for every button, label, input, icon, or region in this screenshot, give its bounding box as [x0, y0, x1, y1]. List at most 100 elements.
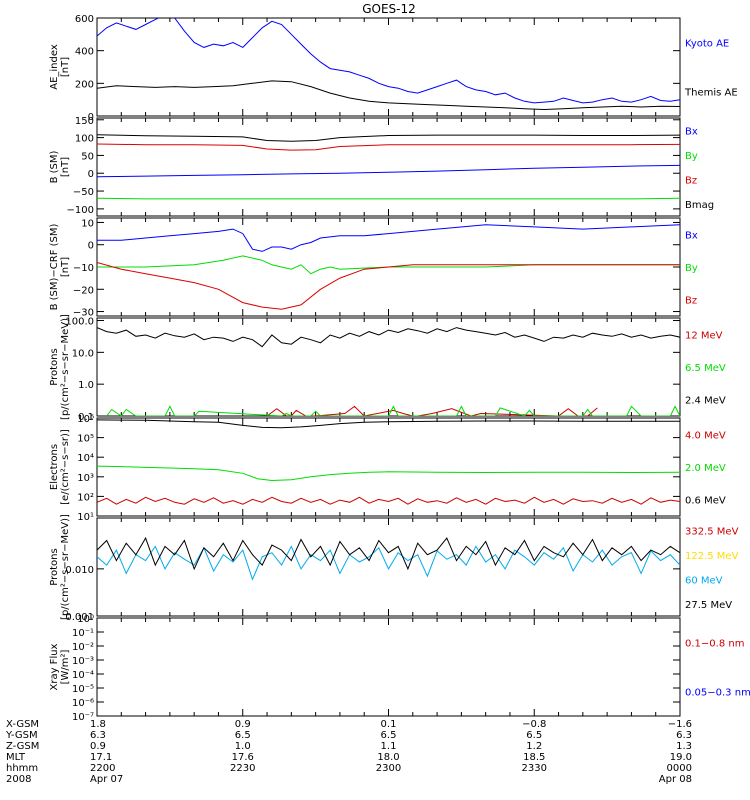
y-tick-label: 100	[75, 134, 94, 145]
chart-title: GOES-12	[362, 2, 416, 16]
y-axis-label: Protons	[49, 548, 60, 585]
legend-label: Bx	[685, 230, 698, 241]
y-tick-label: 0	[88, 241, 94, 252]
y-axis-label: AE_index	[49, 44, 60, 90]
ephemeris-value: −1.6	[668, 719, 692, 730]
series-line-Kyoto-AE	[97, 18, 680, 104]
ephemeris-row-label: hhmm	[6, 763, 38, 774]
y-tick-label: 0	[88, 112, 94, 123]
y-tick-label: −20	[73, 285, 94, 296]
legend-label: 0.6 MeV	[685, 496, 726, 507]
y-tick-label: 10	[81, 218, 94, 229]
series-line-6.5-MeV	[106, 405, 680, 416]
ephemeris-value: 6.5	[526, 730, 542, 741]
y-tick-label: 100.0	[65, 317, 94, 328]
panel-frame	[96, 617, 681, 717]
y-axis-label: Xray Flux	[49, 643, 60, 690]
ephemeris-table: X-GSMY-GSMZ-GSMMLThhmm20081.86.30.917.12…	[5, 719, 692, 785]
legend-label: By	[685, 151, 698, 162]
panel-2: −100 −50 0 50 100 150 B (SM) [nT] Bx By Bz Bmag	[49, 116, 714, 217]
y-tick-label: 10¹	[77, 512, 94, 523]
legend-label: 0.1−0.8 nm	[685, 639, 744, 650]
y-tick-label: 10⁵	[77, 434, 94, 445]
ephemeris-value: 2330	[522, 763, 547, 774]
ephemeris-value: −0.8	[522, 719, 546, 730]
legend-label: 332.5 MeV	[685, 526, 739, 537]
ephemeris-row-label: MLT	[6, 752, 26, 763]
panel-frame	[96, 517, 681, 617]
ephemeris-row-label: Z-GSM	[6, 741, 39, 752]
panel-5: 10¹ 10² 10³ 10⁴ 10⁵ 10⁶ Electrons [e/(cm²−s−sr)…	[49, 414, 726, 523]
series-line-2.4-MeV	[97, 327, 680, 348]
y-tick-label: 600	[75, 14, 94, 25]
y-tick-label: 10⁻³	[72, 656, 94, 667]
ephemeris-value: 17.1	[90, 752, 112, 763]
y-axis-label: [nT]	[60, 257, 71, 277]
series-line-Bmag	[97, 134, 680, 142]
y-tick-label: −100	[67, 205, 94, 216]
legend-label: 2.4 MeV	[685, 396, 726, 407]
y-axis-label: B (SM)−CRF (SM)	[49, 223, 60, 310]
legend-label: Bx	[685, 126, 698, 137]
ephemeris-value: 18.0	[377, 752, 399, 763]
ephemeris-value: 1.1	[381, 741, 397, 752]
y-axis-label: [nT]	[60, 157, 71, 177]
ephemeris-value: 1.0	[235, 741, 251, 752]
legend-label: Bmag	[685, 200, 714, 211]
y-tick-label: 0.001	[65, 612, 94, 623]
series-line-Bz	[97, 262, 680, 310]
ephemeris-value: Apr 07	[90, 774, 123, 785]
series-line-12-MeV	[266, 405, 598, 416]
series-line-By	[97, 255, 680, 275]
ephemeris-value: 17.6	[232, 752, 254, 763]
y-axis-label: [p/(cm²−s−sr−MeV)]	[60, 314, 71, 420]
y-axis-label: [W/m²]	[60, 649, 71, 684]
panel-1: 0 200 400 600 AE_index [nT] Kyoto AE Themis AE	[49, 14, 738, 123]
legend-label: 0.05−0.3 nm	[685, 688, 750, 699]
ephemeris-value: 2300	[376, 763, 401, 774]
ephemeris-value: 6.5	[381, 730, 397, 741]
y-axis-label: [p/(cm²−s−sr−MeV)]	[60, 514, 71, 620]
panel-7: 10⁰ 10⁻¹ 10⁻² 10⁻³ 10⁻⁴ 10⁻⁵ 10⁻⁶ 10⁻⁷ Xray Flux…	[49, 614, 750, 723]
y-axis-label: Protons	[49, 348, 60, 385]
y-tick-label: −30	[73, 308, 94, 319]
ephemeris-value: 2230	[230, 763, 255, 774]
y-tick-label: 0.010	[65, 565, 94, 576]
y-tick-label: 1.0	[78, 380, 94, 391]
y-tick-label: 10⁴	[77, 453, 94, 464]
y-tick-label: 10.0	[72, 348, 94, 359]
legend-label: Bz	[685, 175, 697, 186]
series-line-By	[97, 197, 680, 200]
y-axis-label: B (SM)	[49, 150, 60, 183]
ephemeris-value: 1.8	[90, 719, 106, 730]
ephemeris-value: 18.5	[523, 752, 545, 763]
legend-label: 60 MeV	[685, 575, 723, 586]
legend-label: 6.5 MeV	[685, 363, 726, 374]
y-tick-label: 10²	[77, 492, 94, 503]
panel-4: 0.1 1.0 10.0 100.0 Protons [p/(cm²−s−sr−MeV)]…	[49, 314, 726, 423]
y-tick-label: 10⁰	[77, 614, 94, 625]
panel-3: −30 −20 −10 0 10 B (SM)−CRF (SM) [nT] Bx By Bz	[49, 217, 698, 319]
y-tick-label: −50	[73, 187, 94, 198]
y-tick-label: 10⁶	[77, 414, 94, 425]
y-tick-label: 10⁻⁴	[72, 670, 94, 681]
legend-label: Kyoto AE	[685, 39, 729, 50]
y-tick-label: 0.1	[78, 412, 94, 423]
series-line-27.5-MeV	[97, 536, 680, 571]
legend-label: 27.5 MeV	[685, 600, 732, 611]
series-line-4.0-MeV	[97, 496, 680, 505]
y-tick-label: 10⁻²	[72, 642, 94, 653]
legend-label: 4.0 MeV	[685, 430, 726, 441]
y-tick-label: 10⁻⁶	[72, 698, 94, 709]
y-tick-label: 0	[88, 169, 94, 180]
y-tick-label: 150	[75, 116, 94, 127]
legend-label: 122.5 MeV	[685, 551, 739, 562]
legend-label: By	[685, 263, 698, 274]
legend-label: Bz	[685, 296, 697, 307]
ephemeris-row-label: Y-GSM	[5, 730, 38, 741]
ephemeris-value: 6.3	[90, 730, 106, 741]
y-axis-label: [e/(cm²−s−sr)]	[60, 429, 71, 505]
ephemeris-value: 6.5	[235, 730, 251, 741]
